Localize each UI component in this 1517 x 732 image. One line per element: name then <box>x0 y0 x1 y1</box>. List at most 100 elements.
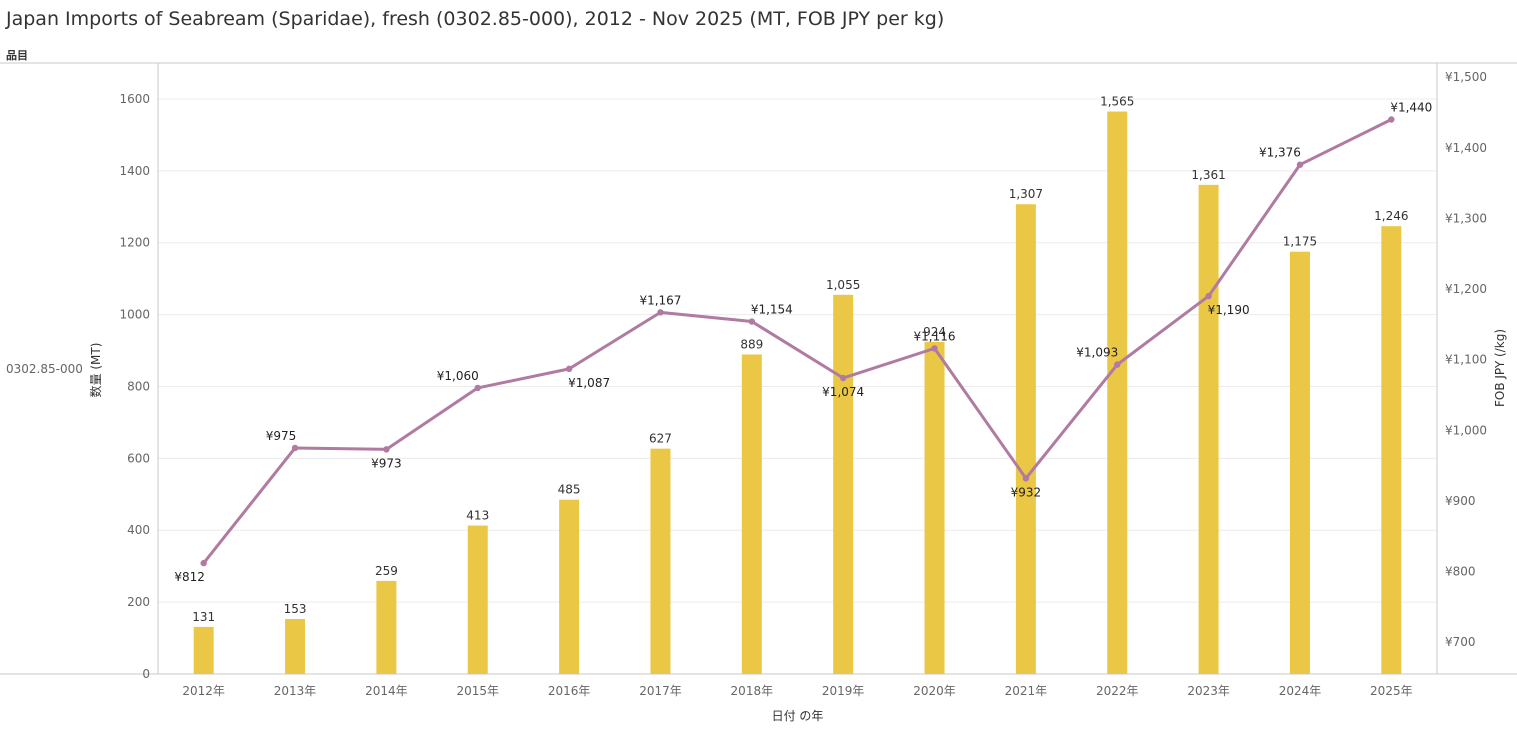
y-tick-label: 600 <box>127 451 150 465</box>
y-tick-label: 1600 <box>119 92 150 106</box>
y-tick-label: 1200 <box>119 236 150 250</box>
bar-value-label: 485 <box>558 483 581 497</box>
price-point <box>383 446 390 453</box>
y-tick-label: 800 <box>127 379 150 393</box>
x-tick-label: 2012年 <box>182 684 225 698</box>
bar <box>376 580 397 674</box>
bar-value-label: 889 <box>740 337 763 351</box>
x-tick-label: 2014年 <box>365 684 408 698</box>
price-point <box>931 345 938 352</box>
x-tick-label: 2016年 <box>548 684 591 698</box>
bar <box>285 619 306 674</box>
x-axis-title: 日付 の年 <box>772 709 824 723</box>
y2-tick-label: ¥1,200 <box>1445 282 1487 296</box>
price-value-label: ¥1,116 <box>914 329 956 343</box>
y2-axis-title: FOB JPY (/kg) <box>1493 329 1507 407</box>
y-tick-label: 400 <box>127 523 150 537</box>
x-tick-label: 2022年 <box>1096 684 1139 698</box>
row-header: 品目 <box>6 49 28 62</box>
price-point <box>1114 361 1121 368</box>
row-label: 0302.85-000 <box>6 362 83 376</box>
bar <box>741 354 762 674</box>
price-value-label: ¥812 <box>174 570 205 584</box>
bar-value-label: 1,175 <box>1283 235 1317 249</box>
y-tick-label: 1400 <box>119 164 150 178</box>
bar <box>1289 251 1310 675</box>
x-tick-label: 2020年 <box>913 684 956 698</box>
bar <box>467 525 488 674</box>
price-line <box>202 118 1392 565</box>
bar <box>559 499 580 674</box>
price-value-label: ¥1,087 <box>568 376 610 390</box>
bar-value-label: 413 <box>466 509 489 523</box>
bar-value-label: 1,307 <box>1009 187 1043 201</box>
price-value-label: ¥1,440 <box>1390 101 1432 115</box>
bar-value-label: 627 <box>649 432 672 446</box>
price-value-label: ¥1,190 <box>1208 303 1250 317</box>
price-value-label: ¥1,376 <box>1259 146 1301 160</box>
x-tick-label: 2018年 <box>731 684 774 698</box>
bar <box>1015 204 1036 674</box>
price-point <box>291 444 299 452</box>
x-tick-label: 2025年 <box>1370 684 1413 698</box>
bar-value-label: 259 <box>375 564 398 578</box>
y2-tick-label: ¥1,100 <box>1445 353 1487 367</box>
x-tick-label: 2019年 <box>822 684 865 698</box>
x-tick-label: 2015年 <box>456 684 499 698</box>
bar <box>1381 226 1402 674</box>
bar <box>650 448 671 674</box>
line-series <box>200 116 1395 567</box>
price-point <box>748 318 756 325</box>
tick-labels: 0 200 400 600 800 1000 1200 1400 1600 ¥700 ¥800 ¥90… <box>119 70 1487 698</box>
price-value-label: ¥1,060 <box>437 369 479 383</box>
bar <box>1198 184 1219 675</box>
x-tick-label: 2023年 <box>1187 684 1230 698</box>
price-value-label: ¥1,093 <box>1076 346 1118 360</box>
y2-tick-label: ¥700 <box>1445 635 1476 649</box>
x-tick-label: 2017年 <box>639 684 682 698</box>
bar-value-label: 1,361 <box>1191 168 1225 182</box>
data-labels: 131 153 259 413 485 627 889 1,055 924 1,307 1,565 1… <box>174 95 1432 624</box>
price-point <box>565 365 573 373</box>
y2-tick-label: ¥900 <box>1445 494 1476 508</box>
chart-title: Japan Imports of Seabream (Sparidae), fr… <box>6 8 945 30</box>
bar <box>193 626 214 674</box>
price-value-label: ¥1,154 <box>751 303 793 317</box>
y2-tick-label: ¥1,000 <box>1445 423 1487 437</box>
bar-value-label: 924 <box>923 325 946 339</box>
y-tick-label: 200 <box>127 595 150 609</box>
price-point <box>1388 116 1395 123</box>
x-tick-label: 2024年 <box>1279 684 1322 698</box>
y-axis-title: 数量 (MT) <box>88 343 103 398</box>
x-tick-label: 2021年 <box>1005 684 1048 698</box>
price-value-label: ¥1,167 <box>639 293 681 307</box>
y2-tick-label: ¥800 <box>1445 565 1476 579</box>
price-value-label: ¥973 <box>371 456 402 470</box>
gridlines <box>158 98 1437 603</box>
x-tick-label: 2013年 <box>274 684 317 698</box>
bar-value-label: 131 <box>192 610 215 624</box>
bar-series <box>193 111 1402 675</box>
bar <box>924 341 945 674</box>
bar-value-label: 1,565 <box>1100 95 1134 109</box>
bar-value-label: 1,055 <box>826 278 860 292</box>
y2-tick-label: ¥1,300 <box>1445 211 1487 225</box>
price-value-label: ¥1,074 <box>822 385 864 399</box>
price-point <box>1022 475 1030 482</box>
bar-value-label: 153 <box>284 602 307 616</box>
price-value-label: ¥975 <box>266 429 297 443</box>
price-point <box>657 309 664 316</box>
y-tick-label: 1000 <box>119 308 150 322</box>
y-tick-label: 0 <box>142 667 150 681</box>
y2-tick-label: ¥1,500 <box>1445 70 1487 84</box>
bar <box>833 294 854 674</box>
price-value-label: ¥932 <box>1011 485 1042 499</box>
y2-tick-label: ¥1,400 <box>1445 141 1487 155</box>
price-point <box>1205 292 1212 300</box>
bar-value-label: 1,246 <box>1374 209 1408 223</box>
price-point <box>200 559 207 567</box>
price-point <box>474 384 481 392</box>
bar <box>1107 111 1128 675</box>
price-point <box>839 374 847 382</box>
